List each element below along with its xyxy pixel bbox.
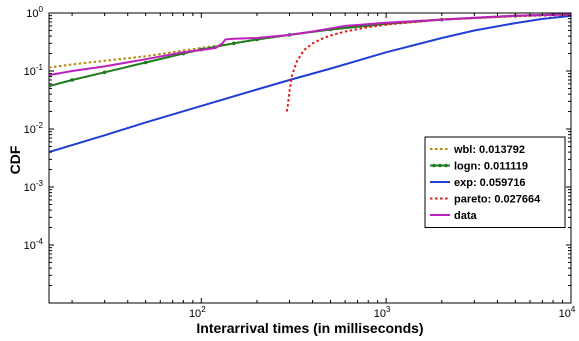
series-line-pareto [285,13,571,112]
x-tick-label: 104 [559,305,576,320]
legend-swatch-dot [444,163,448,168]
y-tick-label: 10-1 [24,63,44,78]
x-tick-label: 102 [189,305,206,320]
y-axis-label: CDF [7,145,23,174]
series-point-logn [102,70,107,75]
legend-label: wbl: 0.013792 [453,144,525,156]
x-axis-label: Interarrival times (in milliseconds) [196,320,423,336]
y-tick-label: 10-4 [24,237,44,252]
legend-swatch-dot [438,163,442,168]
y-tick-label: 10-3 [24,179,44,194]
series-point-logn [70,78,74,82]
series-point-logn [49,84,51,88]
legend-label: exp: 0.059716 [454,177,526,189]
x-tick-label: 103 [374,305,391,320]
series-point-logn [232,41,236,46]
y-tick-label: 10-2 [24,121,44,136]
legend-label: pareto: 0.027664 [454,194,541,206]
legend-swatch-dot [432,163,436,168]
axis-ticks: 102 103 104 100 10-1 10-2 10-3 10-4 [24,5,576,320]
y-tick-label: 100 [26,5,43,20]
legend: wbl: 0.013792 logn: 0.011119 exp: 0.059716… [424,136,566,228]
legend-label: data [454,210,478,222]
legend-label: logn: 0.011119 [454,161,528,173]
series-line-data [49,13,571,77]
series-point-logn [143,60,148,65]
series-line-exp [49,14,571,154]
